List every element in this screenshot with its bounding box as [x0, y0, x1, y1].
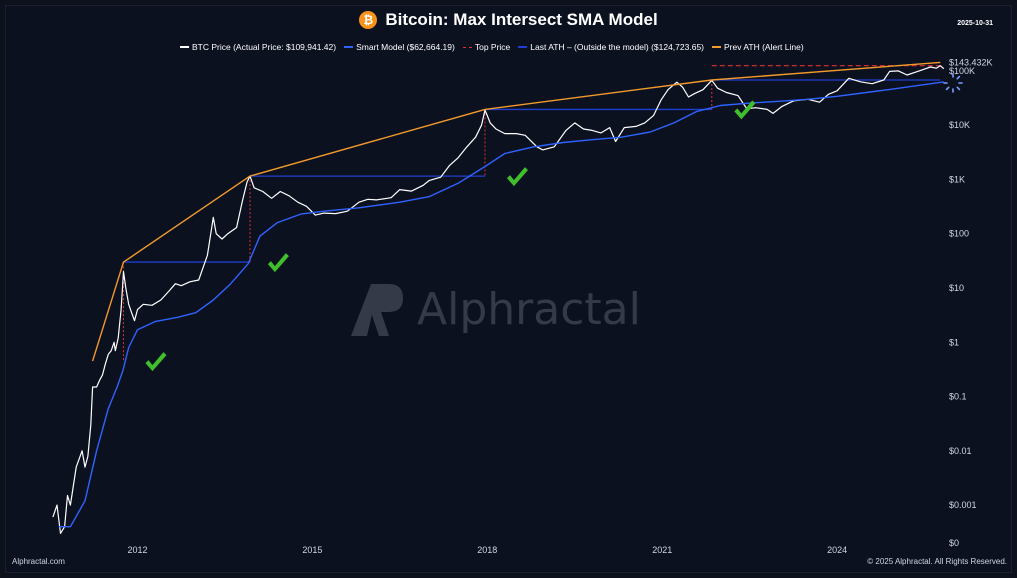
- series-line-prev-ath-alert-line-: [91, 61, 941, 362]
- legend-label-smart-model: Smart Model ($62,664.19): [356, 42, 455, 52]
- chart-title: ₿ Bitcoin: Max Intersect SMA Model: [0, 10, 1017, 30]
- legend-swatch-smart-model: [344, 46, 354, 48]
- y-tick-label: $0.001: [949, 500, 977, 510]
- legend: BTC Price (Actual Price: $109,941.42) Sm…: [180, 42, 804, 52]
- last-price-label: $143.432K: [949, 57, 993, 67]
- y-tick-label: $1: [949, 337, 959, 347]
- x-tick-label: 2024: [827, 545, 847, 555]
- y-tick-label: $0: [949, 538, 959, 548]
- loading-spinner-icon: [943, 73, 963, 93]
- legend-label-last-ath: Last ATH – (Outside the model) ($124,723…: [530, 42, 704, 52]
- x-tick-label: 2015: [302, 545, 322, 555]
- legend-label-btc: BTC Price (Actual Price: $109,941.42): [192, 42, 337, 52]
- y-tick-label: $100K: [949, 66, 975, 76]
- watermark-text: Alphractal: [417, 283, 641, 335]
- x-tick-label: 2018: [477, 545, 497, 555]
- checkmark-icon: [267, 253, 289, 273]
- x-tick-label: 2012: [127, 545, 147, 555]
- chart-frame: [5, 5, 1012, 573]
- legend-swatch-last-ath: [518, 46, 528, 48]
- y-tick-label: $1K: [949, 174, 965, 184]
- checkmark-icon: [734, 100, 756, 120]
- legend-item-last-ath[interactable]: Last ATH – (Outside the model) ($124,723…: [518, 42, 704, 52]
- y-tick-label: $0.01: [949, 446, 972, 456]
- series-line-btc-price: [52, 65, 945, 534]
- legend-item-prev-ath[interactable]: Prev ATH (Alert Line): [712, 42, 804, 52]
- checkmark-icon: [506, 167, 528, 187]
- legend-item-smart-model[interactable]: Smart Model ($62,664.19): [344, 42, 455, 52]
- checkmark-icon: [145, 352, 167, 372]
- y-tick-label: $0.1: [949, 392, 967, 402]
- watermark: Alphractal: [345, 278, 641, 340]
- chart-title-text: Bitcoin: Max Intersect SMA Model: [385, 10, 658, 29]
- legend-item-top-price[interactable]: Top Price: [462, 42, 511, 52]
- series-line-smart-model: [58, 81, 944, 528]
- chart-date: 2025-10-31: [957, 20, 993, 27]
- y-tick-label: $10K: [949, 120, 970, 130]
- y-tick-label: $100: [949, 229, 969, 239]
- y-tick-label: $10: [949, 283, 964, 293]
- footer-copyright: © 2025 Alphractal. All Rights Reserved.: [867, 557, 1007, 566]
- bitcoin-icon: ₿: [359, 11, 378, 29]
- footer-site: Alphractal.com: [12, 557, 65, 566]
- legend-swatch-btc: [180, 46, 189, 48]
- x-tick-label: 2021: [652, 545, 672, 555]
- alphractal-logo-icon: [351, 284, 403, 336]
- legend-label-prev-ath: Prev ATH (Alert Line): [724, 42, 804, 52]
- legend-label-top-price: Top Price: [474, 42, 511, 52]
- legend-swatch-top-price: [462, 46, 472, 48]
- legend-swatch-prev-ath: [712, 46, 721, 48]
- legend-item-btc-price[interactable]: BTC Price (Actual Price: $109,941.42): [180, 42, 336, 52]
